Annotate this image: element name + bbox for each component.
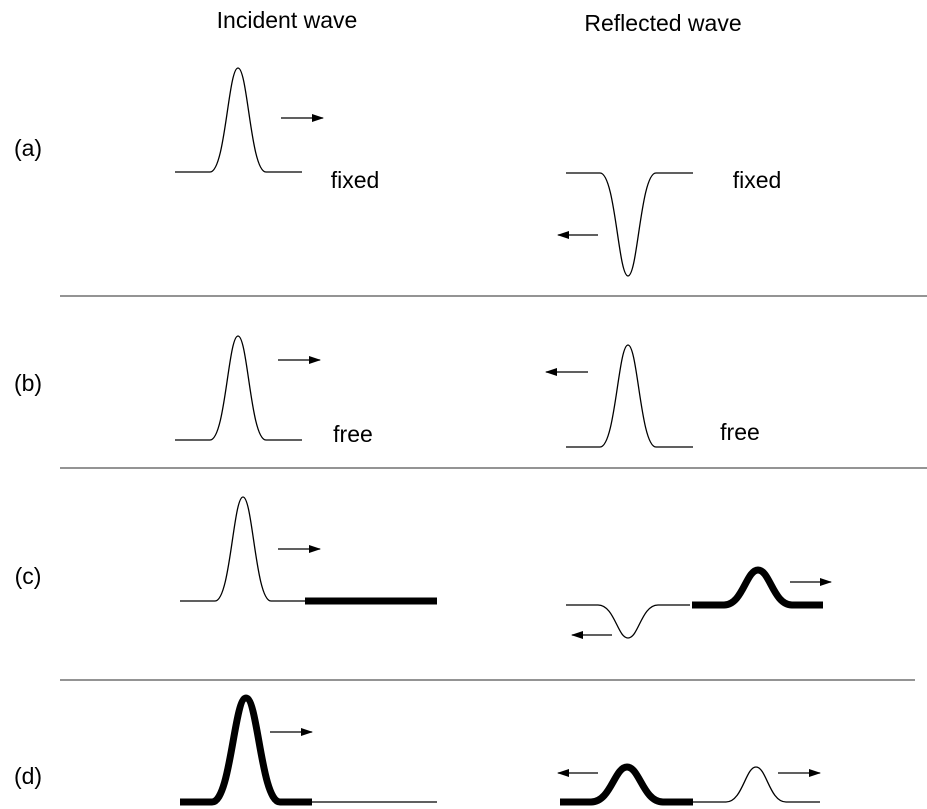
row-label: (b) <box>14 370 42 396</box>
pulse <box>693 766 820 803</box>
note: free <box>720 419 760 445</box>
pulse <box>566 172 693 277</box>
note: fixed <box>733 167 782 193</box>
note: free <box>333 421 373 447</box>
row-label: (a) <box>14 135 42 161</box>
row-label: (d) <box>14 763 42 789</box>
pulse <box>175 67 302 173</box>
note: fixed <box>331 167 380 193</box>
pulse <box>180 496 305 602</box>
pulse <box>566 344 693 448</box>
pulse <box>560 763 693 806</box>
pulse <box>175 335 302 441</box>
row-label: (c) <box>15 563 42 589</box>
header: Incident wave <box>217 7 358 33</box>
pulse <box>566 604 690 639</box>
header: Reflected wave <box>584 10 741 36</box>
pulse <box>692 566 823 609</box>
pulse <box>180 694 312 806</box>
